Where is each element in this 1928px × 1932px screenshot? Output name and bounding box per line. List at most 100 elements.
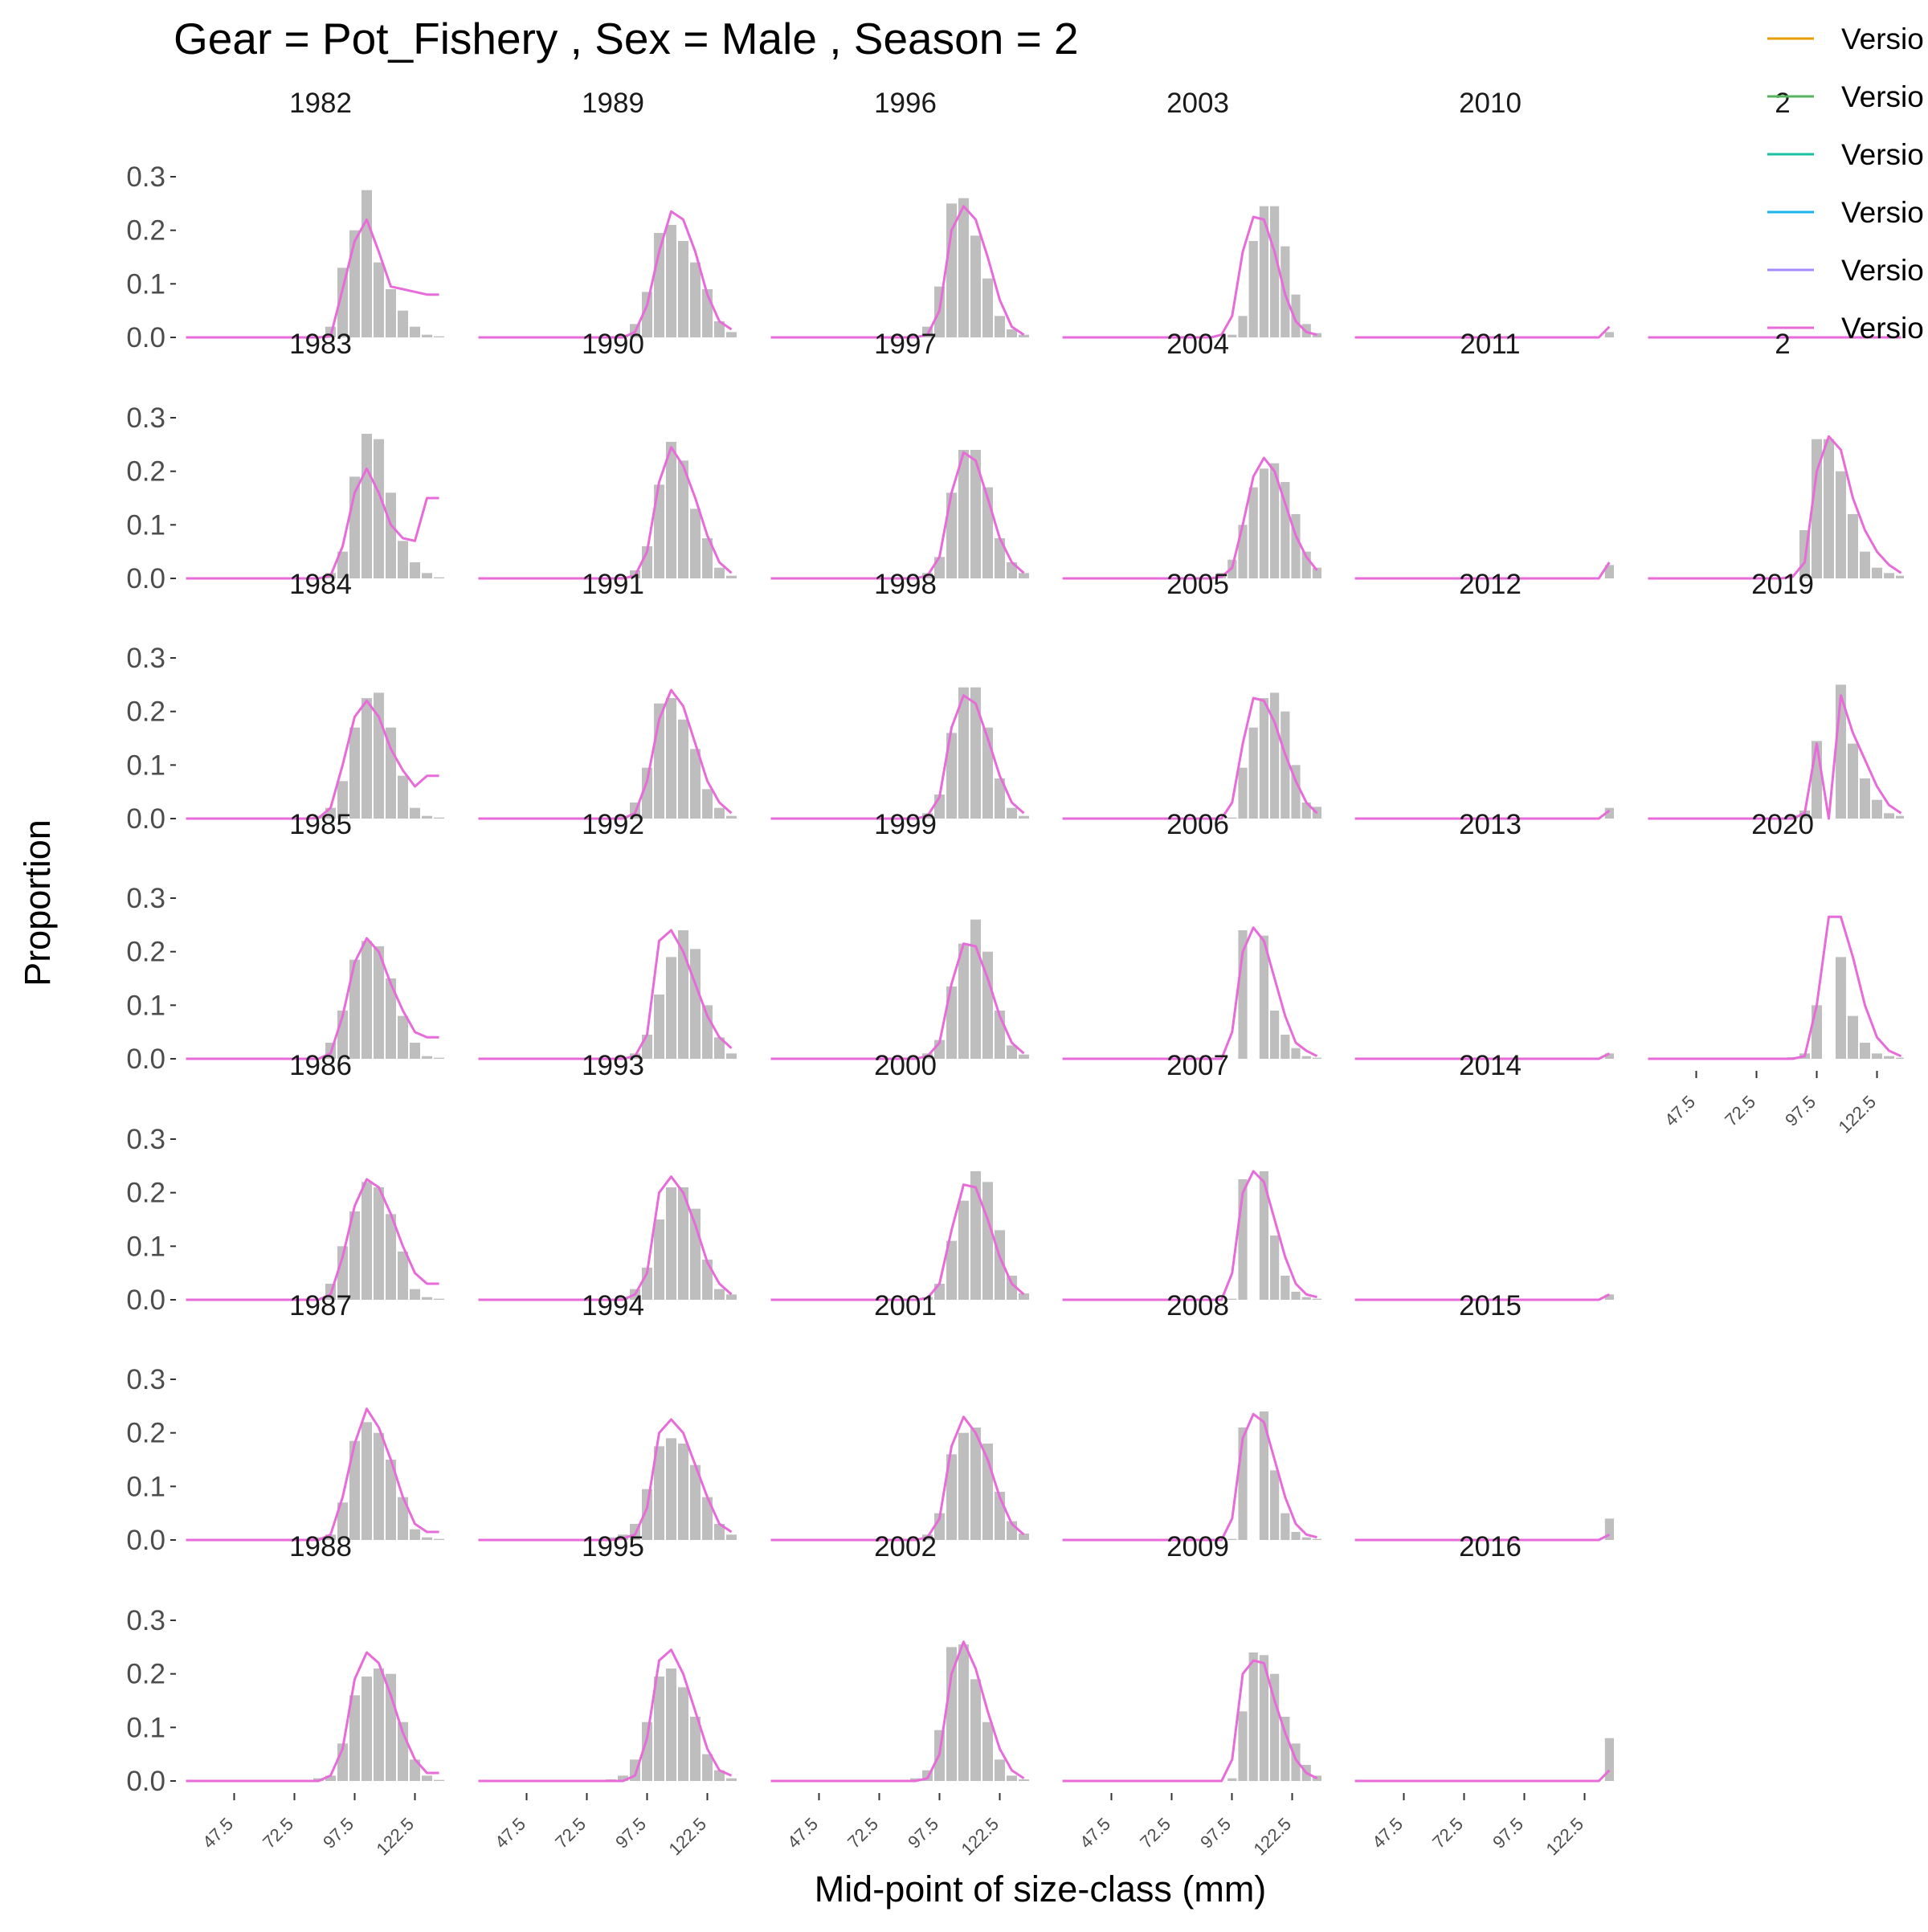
observed-bar — [726, 1778, 737, 1781]
observed-bar — [1604, 332, 1614, 337]
fit-line — [770, 1640, 1025, 1783]
fit-line — [186, 937, 439, 1060]
observed-bar — [1019, 1534, 1029, 1540]
observed-bar — [434, 1057, 444, 1059]
x-tick-label: 72.5 — [1721, 1092, 1759, 1130]
fit-line — [478, 1175, 733, 1301]
observed-bar — [666, 698, 676, 819]
fit-line — [1062, 1412, 1317, 1542]
observed-bar — [1238, 767, 1248, 819]
observed-bar — [702, 1260, 713, 1300]
observed-bar — [1019, 1779, 1029, 1781]
observed-bar — [1019, 334, 1029, 337]
fit-line — [1354, 1293, 1611, 1301]
observed-bar — [398, 1497, 408, 1540]
observed-bar — [654, 995, 664, 1059]
observed-bar — [337, 781, 348, 819]
observed-bar — [1860, 778, 1870, 819]
x-tick-label: 122.5 — [957, 1814, 1003, 1860]
observed-bar — [313, 1537, 324, 1540]
panel-strip-label: 1988 — [289, 1531, 352, 1562]
observed-bar — [1799, 811, 1810, 819]
panel-1983-1: 1983 0.0 0.1 0.2 0.3 — [126, 329, 444, 594]
panel-2000-18: 2000 — [770, 1050, 1029, 1301]
observed-bar — [946, 1454, 957, 1540]
x-tick-label: 122.5 — [664, 1814, 710, 1860]
observed-bar — [1281, 1276, 1290, 1300]
observed-bar — [654, 1219, 664, 1300]
observed-bar — [1270, 206, 1280, 337]
panel-strip-label: 2008 — [1166, 1290, 1229, 1321]
x-tick-label: 72.5 — [1428, 1814, 1467, 1852]
observed-bar — [422, 1297, 432, 1300]
y-tick-label: 0.2 — [126, 1178, 165, 1209]
y-tick-label: 0.0 — [126, 322, 165, 353]
observed-bar — [726, 1534, 737, 1540]
y-tick-label: 0.2 — [126, 215, 165, 247]
observed-bar — [642, 767, 652, 819]
panel-strip-label: 2005 — [1166, 569, 1229, 600]
observed-bar — [970, 450, 981, 578]
panel-1991-9: 1991 — [478, 569, 737, 820]
observed-bar — [374, 439, 384, 578]
panel-strip-label: 2011 — [1460, 329, 1520, 360]
observed-bar — [958, 1644, 969, 1781]
panel-2010-28: 2010 — [1354, 88, 1614, 339]
panel-strip-label: 2010 — [1459, 88, 1522, 119]
observed-bar — [958, 1200, 969, 1300]
observed-bar — [362, 1677, 372, 1781]
fit-line — [1354, 562, 1611, 580]
observed-bar — [1312, 567, 1321, 578]
observed-bar — [1227, 1778, 1237, 1781]
observed-bar — [362, 1182, 372, 1300]
y-tick-label: 0.1 — [126, 509, 165, 541]
observed-bar — [1836, 471, 1846, 578]
observed-bar — [398, 541, 408, 578]
y-tick-label: 0.3 — [126, 883, 165, 914]
observed-bar — [726, 1294, 737, 1300]
observed-bar — [982, 1722, 993, 1781]
chart-title: Gear = Pot_Fishery , Sex = Male , Season… — [174, 14, 1079, 63]
observed-bar — [1238, 1711, 1248, 1781]
fit-line — [478, 1648, 733, 1783]
panel-1989-7: 1989 — [478, 88, 737, 339]
observed-bar — [1281, 482, 1290, 578]
panel-1984-2: 1984 0.0 0.1 0.2 0.3 — [126, 569, 444, 835]
observed-bar — [337, 551, 348, 578]
observed-bar — [410, 1529, 420, 1540]
observed-bar — [970, 235, 981, 337]
observed-bar — [995, 316, 1005, 337]
observed-bar — [1812, 741, 1822, 819]
observed-bar — [714, 567, 725, 578]
panel-1995-13: 1995 47.5 72.5 97.5 122.5 — [478, 1531, 737, 1860]
observed-bar — [386, 1460, 396, 1540]
y-tick-label: 0.1 — [126, 750, 165, 781]
observed-bar — [1848, 743, 1858, 819]
observed-bar — [1019, 573, 1029, 578]
observed-bar — [958, 1432, 969, 1540]
observed-bar — [982, 951, 993, 1059]
panel-2004-22: 2004 — [1062, 329, 1321, 580]
panel-strip-label: 2 — [1775, 88, 1790, 119]
observed-bar — [349, 959, 360, 1059]
fit-line — [770, 1183, 1025, 1301]
panel-strip-label: 2006 — [1166, 809, 1229, 840]
observed-bar — [325, 1775, 336, 1781]
legend-label: Versio — [1841, 312, 1924, 345]
observed-bar — [1291, 1048, 1301, 1059]
observed-bar — [946, 203, 957, 337]
observed-bar — [702, 1754, 713, 1781]
fit-line — [1648, 694, 1902, 820]
observed-bar — [946, 986, 957, 1059]
x-axis-title: Mid-point of size-class (mm) — [815, 1869, 1267, 1910]
observed-bar — [910, 1778, 921, 1781]
panel-1992-10: 1992 — [478, 809, 737, 1060]
observed-bar — [970, 1679, 981, 1781]
panel-strip-label: 1986 — [289, 1050, 352, 1081]
observed-bar — [1872, 567, 1882, 578]
observed-bar — [1007, 807, 1017, 819]
observed-bar — [349, 230, 360, 337]
observed-bar — [1604, 1053, 1614, 1059]
observed-bar — [1238, 1179, 1248, 1300]
panel-1996-14: 1996 — [770, 88, 1029, 339]
